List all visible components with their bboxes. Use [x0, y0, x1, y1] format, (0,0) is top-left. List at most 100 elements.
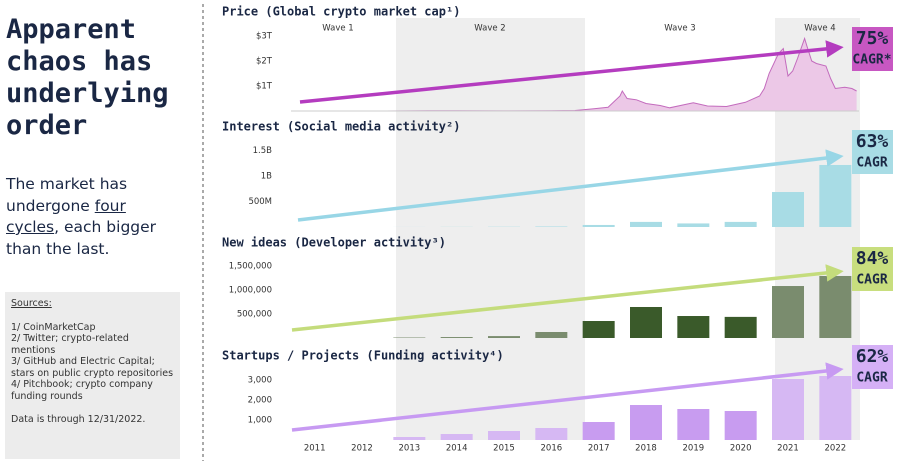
bar	[393, 437, 426, 440]
source-item: 3/ GitHub and Electric Capital; stars on…	[11, 356, 174, 379]
y-tick: $3T	[256, 32, 273, 42]
bar	[724, 221, 757, 227]
cagr-value: 75%	[856, 28, 889, 49]
wave-label: Wave 1	[322, 24, 353, 34]
bar	[724, 316, 757, 338]
bar	[819, 376, 852, 440]
chart-title: New ideas (Developer activity³)	[222, 236, 446, 250]
y-tick: 1B	[261, 172, 272, 182]
y-tick: 1.5B	[253, 146, 273, 156]
cagr-value: 84%	[856, 248, 889, 269]
y-tick: 3,000	[248, 376, 272, 386]
y-tick: $2T	[256, 57, 273, 67]
intro-link: four cycles	[6, 196, 126, 237]
x-tick-label: 2016	[541, 444, 563, 454]
x-tick-label: 2011	[304, 444, 326, 454]
y-tick-label: 3,000	[248, 376, 272, 386]
sources-note: Data is through 12/31/2022.	[11, 414, 146, 425]
y-tick-label: 1,500,000	[229, 262, 272, 272]
bar	[677, 316, 710, 338]
bar	[819, 275, 852, 338]
area-line	[291, 36, 857, 112]
y-tick: 500,000	[237, 310, 272, 320]
trend-arrow	[299, 40, 844, 104]
y-tick-label: 500M	[248, 197, 272, 207]
bar	[582, 321, 615, 338]
cagr-badge	[852, 130, 893, 174]
cagr-value: 62%	[856, 346, 889, 367]
y-tick-label: 1.5B	[253, 146, 273, 156]
x-tick-label: 2014	[446, 444, 468, 454]
x-tick-label: 2013	[399, 444, 421, 454]
wave-label: Wave 3	[664, 24, 695, 34]
x-tick-label: 2021	[777, 444, 799, 454]
bar	[630, 306, 662, 338]
area-fill	[291, 38, 857, 111]
cagr-label: CAGR	[856, 371, 887, 386]
bar	[440, 434, 473, 440]
wave-label: Wave 2	[474, 24, 505, 34]
x-tick-label: 2015	[493, 444, 515, 454]
wave-label: Wave 4	[804, 24, 835, 34]
bar	[440, 337, 473, 338]
bar	[772, 286, 804, 338]
y-tick: 1,000	[248, 416, 272, 426]
y-tick-label: $2T	[256, 57, 273, 67]
x-tick-label: 2020	[730, 444, 752, 454]
sources-title: Sources:	[11, 298, 52, 309]
chart-title: Interest (Social media activity²)	[222, 120, 460, 134]
cagr-label: CAGR	[856, 156, 887, 171]
bar	[677, 409, 710, 440]
x-tick-label: 2022	[825, 444, 847, 454]
y-tick: 2,000	[248, 396, 272, 406]
y-tick-label: 1,000	[248, 416, 272, 426]
heading: Apparent chaos has underlying order	[6, 14, 169, 141]
intro: The market has undergone four cycles, ea…	[6, 174, 171, 260]
bar	[724, 411, 757, 440]
bar	[582, 224, 615, 227]
bar	[582, 422, 615, 440]
y-tick: $1T	[256, 82, 273, 92]
bar	[488, 431, 520, 440]
cagr-badge	[852, 27, 893, 71]
chart-title: Startups / Projects (Funding activity⁴)	[222, 349, 504, 363]
bar	[772, 192, 804, 227]
bar	[488, 336, 520, 338]
bar	[772, 379, 804, 440]
bar	[535, 226, 568, 227]
bar	[677, 223, 710, 227]
trend-arrow	[297, 149, 844, 222]
y-tick-label: $1T	[256, 82, 273, 92]
trend-arrow	[291, 362, 844, 432]
y-tick: 1,500,000	[229, 262, 272, 272]
x-tick-label: 2017	[588, 444, 610, 454]
cagr-label: CAGR*	[852, 53, 891, 68]
y-tick: 1,000,000	[229, 286, 272, 296]
x-tick-label: 2019	[683, 444, 705, 454]
chart-title: Price (Global crypto market cap¹)	[222, 5, 460, 19]
cagr-label: CAGR	[856, 273, 887, 288]
intro-text: , each bigger than the last.	[6, 218, 157, 258]
y-tick-label: 1B	[261, 172, 272, 182]
cagr-value: 63%	[856, 131, 889, 152]
y-tick-label: 500,000	[237, 310, 272, 320]
y-tick-label: $3T	[256, 32, 273, 42]
source-item: 2/ Twitter; crypto-related mentions	[11, 333, 129, 356]
bar	[630, 221, 662, 227]
trend-arrow	[291, 264, 844, 332]
y-tick-label: 2,000	[248, 396, 272, 406]
sources-box: Sources: 1/ CoinMarketCap 2/ Twitter; cr…	[5, 292, 180, 459]
bar	[535, 332, 568, 338]
bar	[819, 164, 852, 227]
x-tick-label: 2012	[351, 444, 373, 454]
intro-text: The market has undergone	[6, 175, 128, 215]
source-item: 1/ CoinMarketCap	[11, 321, 96, 333]
cagr-badge	[852, 247, 893, 291]
bar	[535, 428, 568, 440]
y-tick-label: 1,000,000	[229, 286, 272, 296]
y-tick: 500M	[248, 197, 272, 207]
bar	[630, 405, 662, 440]
source-item: 4/ Pitchbook; crypto company funding rou…	[11, 379, 153, 402]
